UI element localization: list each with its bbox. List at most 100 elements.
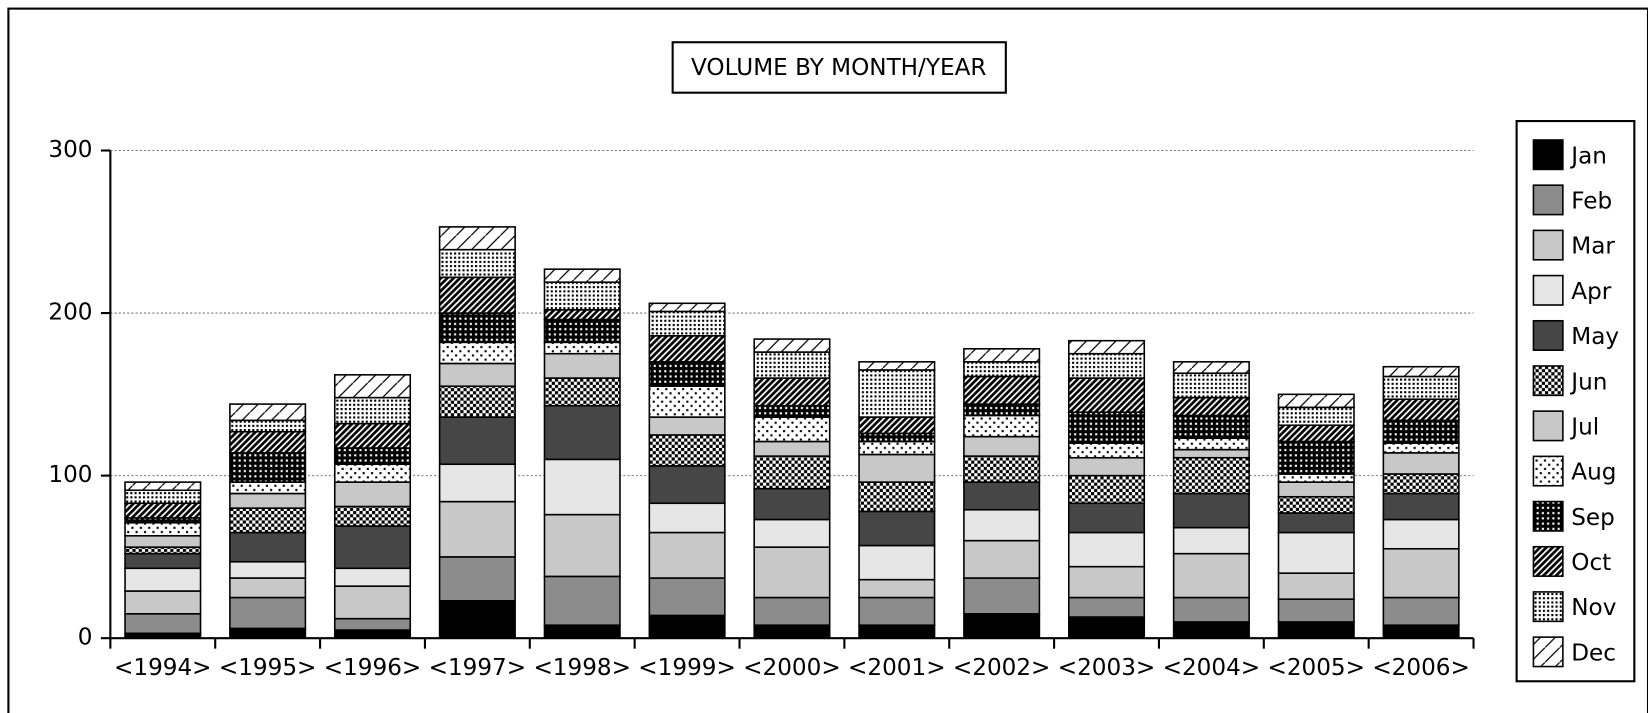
bar-segment	[753, 377, 831, 407]
bar-segment	[438, 276, 516, 314]
bar-segment	[543, 281, 621, 311]
legend-swatch	[1532, 636, 1564, 668]
bar-segment	[858, 361, 936, 371]
bar-segment	[648, 531, 726, 579]
bar-segment	[1067, 616, 1146, 639]
bar-segment	[648, 434, 726, 467]
bar-segment	[438, 385, 516, 418]
legend-swatch	[1532, 319, 1564, 351]
bar-segment	[438, 416, 516, 466]
bar-segment	[753, 624, 831, 639]
bar-segment	[753, 455, 831, 490]
bar-segment	[1382, 547, 1460, 599]
bar-segment	[333, 481, 412, 508]
x-tick-label: <1994>	[114, 655, 212, 681]
bar-segment	[333, 567, 412, 587]
x-tick-label: <2005>	[1267, 655, 1365, 681]
bar-segment	[1382, 398, 1460, 422]
bar-segment	[1382, 624, 1460, 639]
bar-segment	[858, 416, 936, 435]
legend-label: Mar	[1571, 234, 1615, 260]
bar-segment	[333, 617, 412, 631]
bar-segment	[543, 458, 621, 516]
legend-label: Dec	[1571, 640, 1616, 666]
bar-segment	[333, 629, 412, 639]
bar-segment	[1277, 621, 1355, 639]
legend-swatch	[1532, 455, 1564, 487]
legend-label: Jan	[1569, 143, 1607, 169]
bar-segment	[858, 369, 936, 418]
x-tick-label: <1999>	[638, 655, 736, 681]
bar-segment	[648, 502, 726, 534]
bar-segment	[1382, 492, 1460, 521]
bar-segment	[753, 351, 831, 379]
bar-segment	[1067, 502, 1146, 534]
bar-segment	[229, 481, 307, 495]
bar-segment	[858, 578, 936, 599]
legend-swatch	[1532, 365, 1564, 397]
x-tick-label: <1998>	[533, 655, 631, 681]
legend-swatch	[1532, 184, 1564, 216]
bar-segment	[124, 613, 202, 635]
legend-label: Jun	[1569, 369, 1607, 395]
bar-segment	[543, 318, 621, 344]
bar-segment	[333, 505, 412, 527]
bar-segment	[438, 500, 516, 558]
bar-segment	[1067, 565, 1146, 599]
bar-segment	[648, 361, 726, 387]
bar-segment	[438, 312, 516, 344]
bar-segment	[1172, 396, 1250, 417]
bar-segment	[543, 377, 621, 407]
bar-segment	[858, 510, 936, 547]
chart-title: VOLUME BY MONTH/YEAR	[691, 55, 986, 81]
bar-segment	[858, 453, 936, 483]
bar-segment	[1277, 473, 1355, 483]
title-box	[671, 41, 1007, 94]
bar-segment	[858, 481, 936, 513]
legend-label: Nov	[1571, 595, 1616, 621]
bar-segment	[229, 577, 307, 599]
bar-segment	[1172, 448, 1250, 459]
bar-segment	[543, 309, 621, 321]
bar-segment	[1382, 518, 1460, 550]
bar-segment	[229, 430, 307, 454]
bar-segment	[648, 465, 726, 505]
bar-segment	[124, 489, 202, 505]
bar-segment	[858, 544, 936, 581]
y-tick-label: 100	[48, 462, 92, 488]
bar-segment	[124, 546, 202, 555]
bar-segment	[1382, 596, 1460, 626]
bar-segment	[543, 575, 621, 626]
bar-segment	[648, 385, 726, 418]
legend-label: Feb	[1571, 189, 1612, 215]
bar-segment	[438, 226, 516, 251]
x-tick-label: <2004>	[1163, 655, 1261, 681]
bar-segment	[1172, 414, 1250, 440]
bar-segment	[1067, 411, 1146, 444]
legend-label: Apr	[1571, 279, 1611, 305]
bar-segment	[1277, 598, 1355, 623]
legend-swatch	[1532, 500, 1564, 532]
y-tick-label: 300	[48, 137, 92, 163]
bar-segment	[1277, 512, 1355, 534]
bar-segment	[1172, 437, 1250, 451]
x-tick-label: <2001>	[848, 655, 946, 681]
bar-segment	[124, 590, 202, 615]
bar-segment	[229, 452, 307, 483]
legend-label: Jul	[1569, 414, 1599, 440]
bar-segment	[333, 585, 412, 620]
bar-segment	[1382, 473, 1460, 495]
bar-segment	[124, 481, 202, 492]
bar-segment	[1382, 375, 1460, 401]
bar-segment	[648, 614, 726, 639]
x-tick-label: <2002>	[953, 655, 1051, 681]
bar-segment	[963, 539, 1041, 579]
bar-segment	[229, 403, 307, 422]
bar-segment	[858, 596, 936, 626]
bar-segment	[753, 416, 831, 443]
bar-segment	[543, 268, 621, 283]
bar-segment	[753, 596, 831, 626]
bar-segment	[1277, 572, 1355, 600]
bar-segment	[124, 521, 202, 537]
